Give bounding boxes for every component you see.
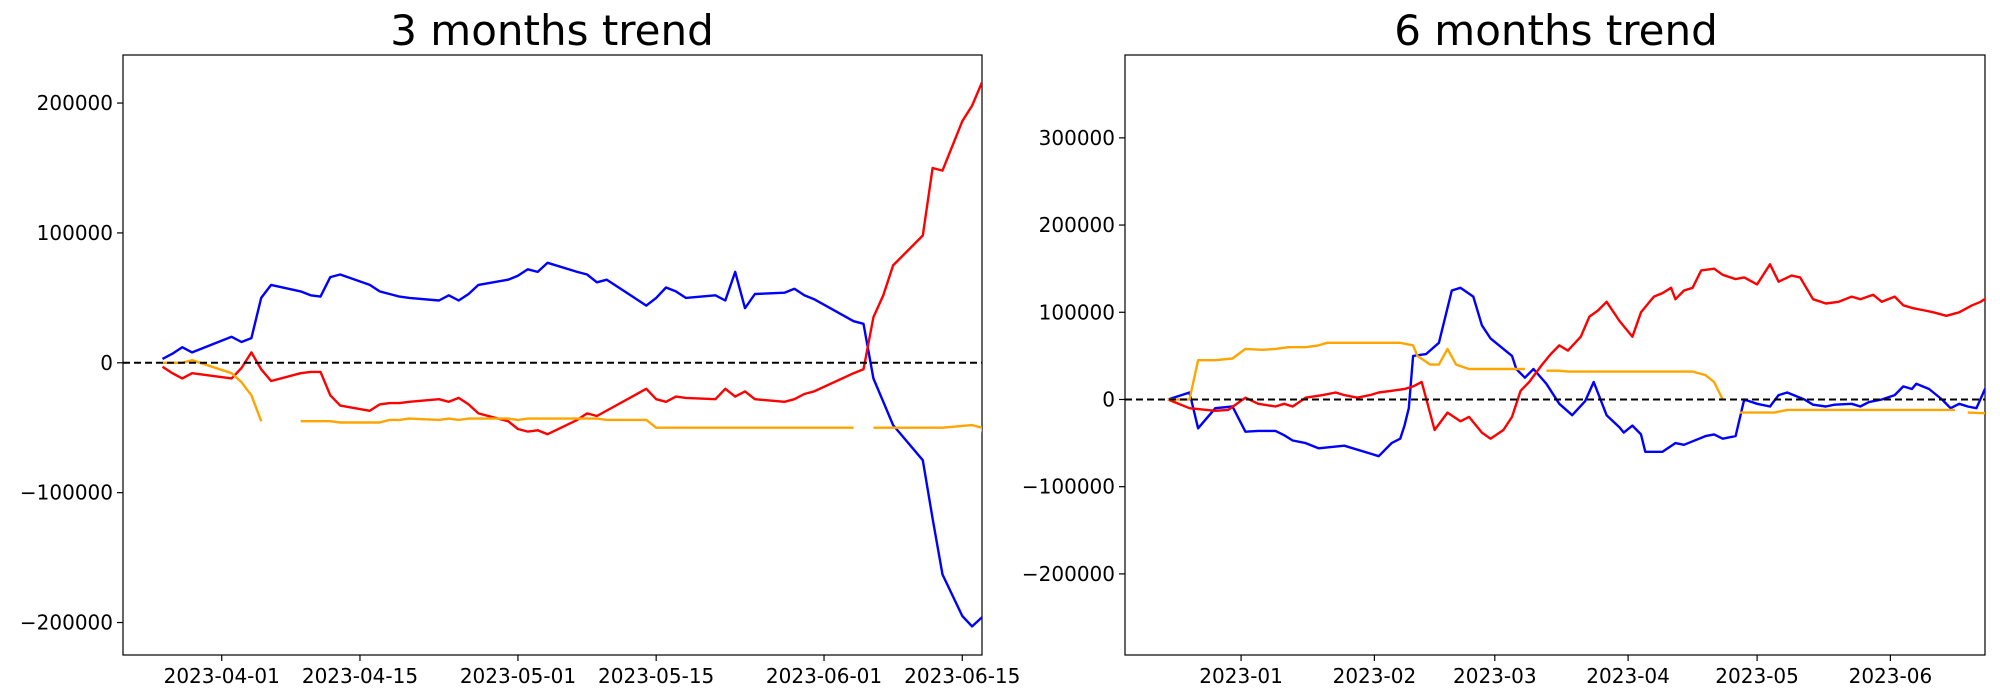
y-tick-label: 200000 xyxy=(37,91,113,115)
x-tick-label: 2023-06-15 xyxy=(904,664,1020,688)
y-tick-label: −100000 xyxy=(20,481,113,505)
y-tick-label: 100000 xyxy=(37,221,113,245)
plot-frame xyxy=(122,54,983,656)
axes: 200000 100000 0 −100000 −200000 2023-04-01 202… xyxy=(20,54,1020,688)
y-tick-label: −200000 xyxy=(20,611,113,635)
chart-3-months: 3 months trend 200000 100000 0 −100000 −2000… xyxy=(20,6,1020,688)
x-tick-label: 2023-03 xyxy=(1453,664,1537,688)
y-tick-label: 0 xyxy=(100,351,113,375)
x-tick-label: 2023-05 xyxy=(1715,664,1799,688)
series-line-0 xyxy=(161,261,982,628)
series-line-1 xyxy=(161,81,982,436)
chart-title: 6 months trend xyxy=(1394,6,1718,55)
y-tick-label: 200000 xyxy=(1039,213,1115,237)
y-tick-label: 300000 xyxy=(1039,126,1115,150)
y-tick-label: 0 xyxy=(1102,387,1115,411)
x-tick-label: 2023-06 xyxy=(1849,664,1933,688)
y-tick-label: 100000 xyxy=(1039,300,1115,324)
x-tick-label: 2023-05-01 xyxy=(460,664,576,688)
x-tick-label: 2023-04-15 xyxy=(302,664,418,688)
series-layer xyxy=(1125,263,1985,458)
plot-frame xyxy=(1124,54,1986,656)
y-tick-label: −100000 xyxy=(1022,475,1115,499)
y-tick-label: −200000 xyxy=(1022,562,1115,586)
x-tick-label: 2023-01 xyxy=(1199,664,1283,688)
axes: 300000 200000 100000 0 −100000 −200000 2023-01… xyxy=(1022,54,1986,688)
chart-title: 3 months trend xyxy=(390,6,714,55)
x-tick-label: 2023-06-01 xyxy=(766,664,882,688)
series-line-2 xyxy=(1168,341,1985,415)
series-line-1 xyxy=(1167,263,1985,440)
chart-6-months: 6 months trend 300000 200000 100000 0 −10000… xyxy=(1022,6,1986,688)
x-tick-label: 2023-02 xyxy=(1333,664,1417,688)
series-line-0 xyxy=(1167,286,1985,458)
x-tick-label: 2023-04-01 xyxy=(164,664,280,688)
x-tick-label: 2023-04 xyxy=(1586,664,1670,688)
series-layer xyxy=(123,81,982,628)
x-tick-label: 2023-05-15 xyxy=(598,664,714,688)
